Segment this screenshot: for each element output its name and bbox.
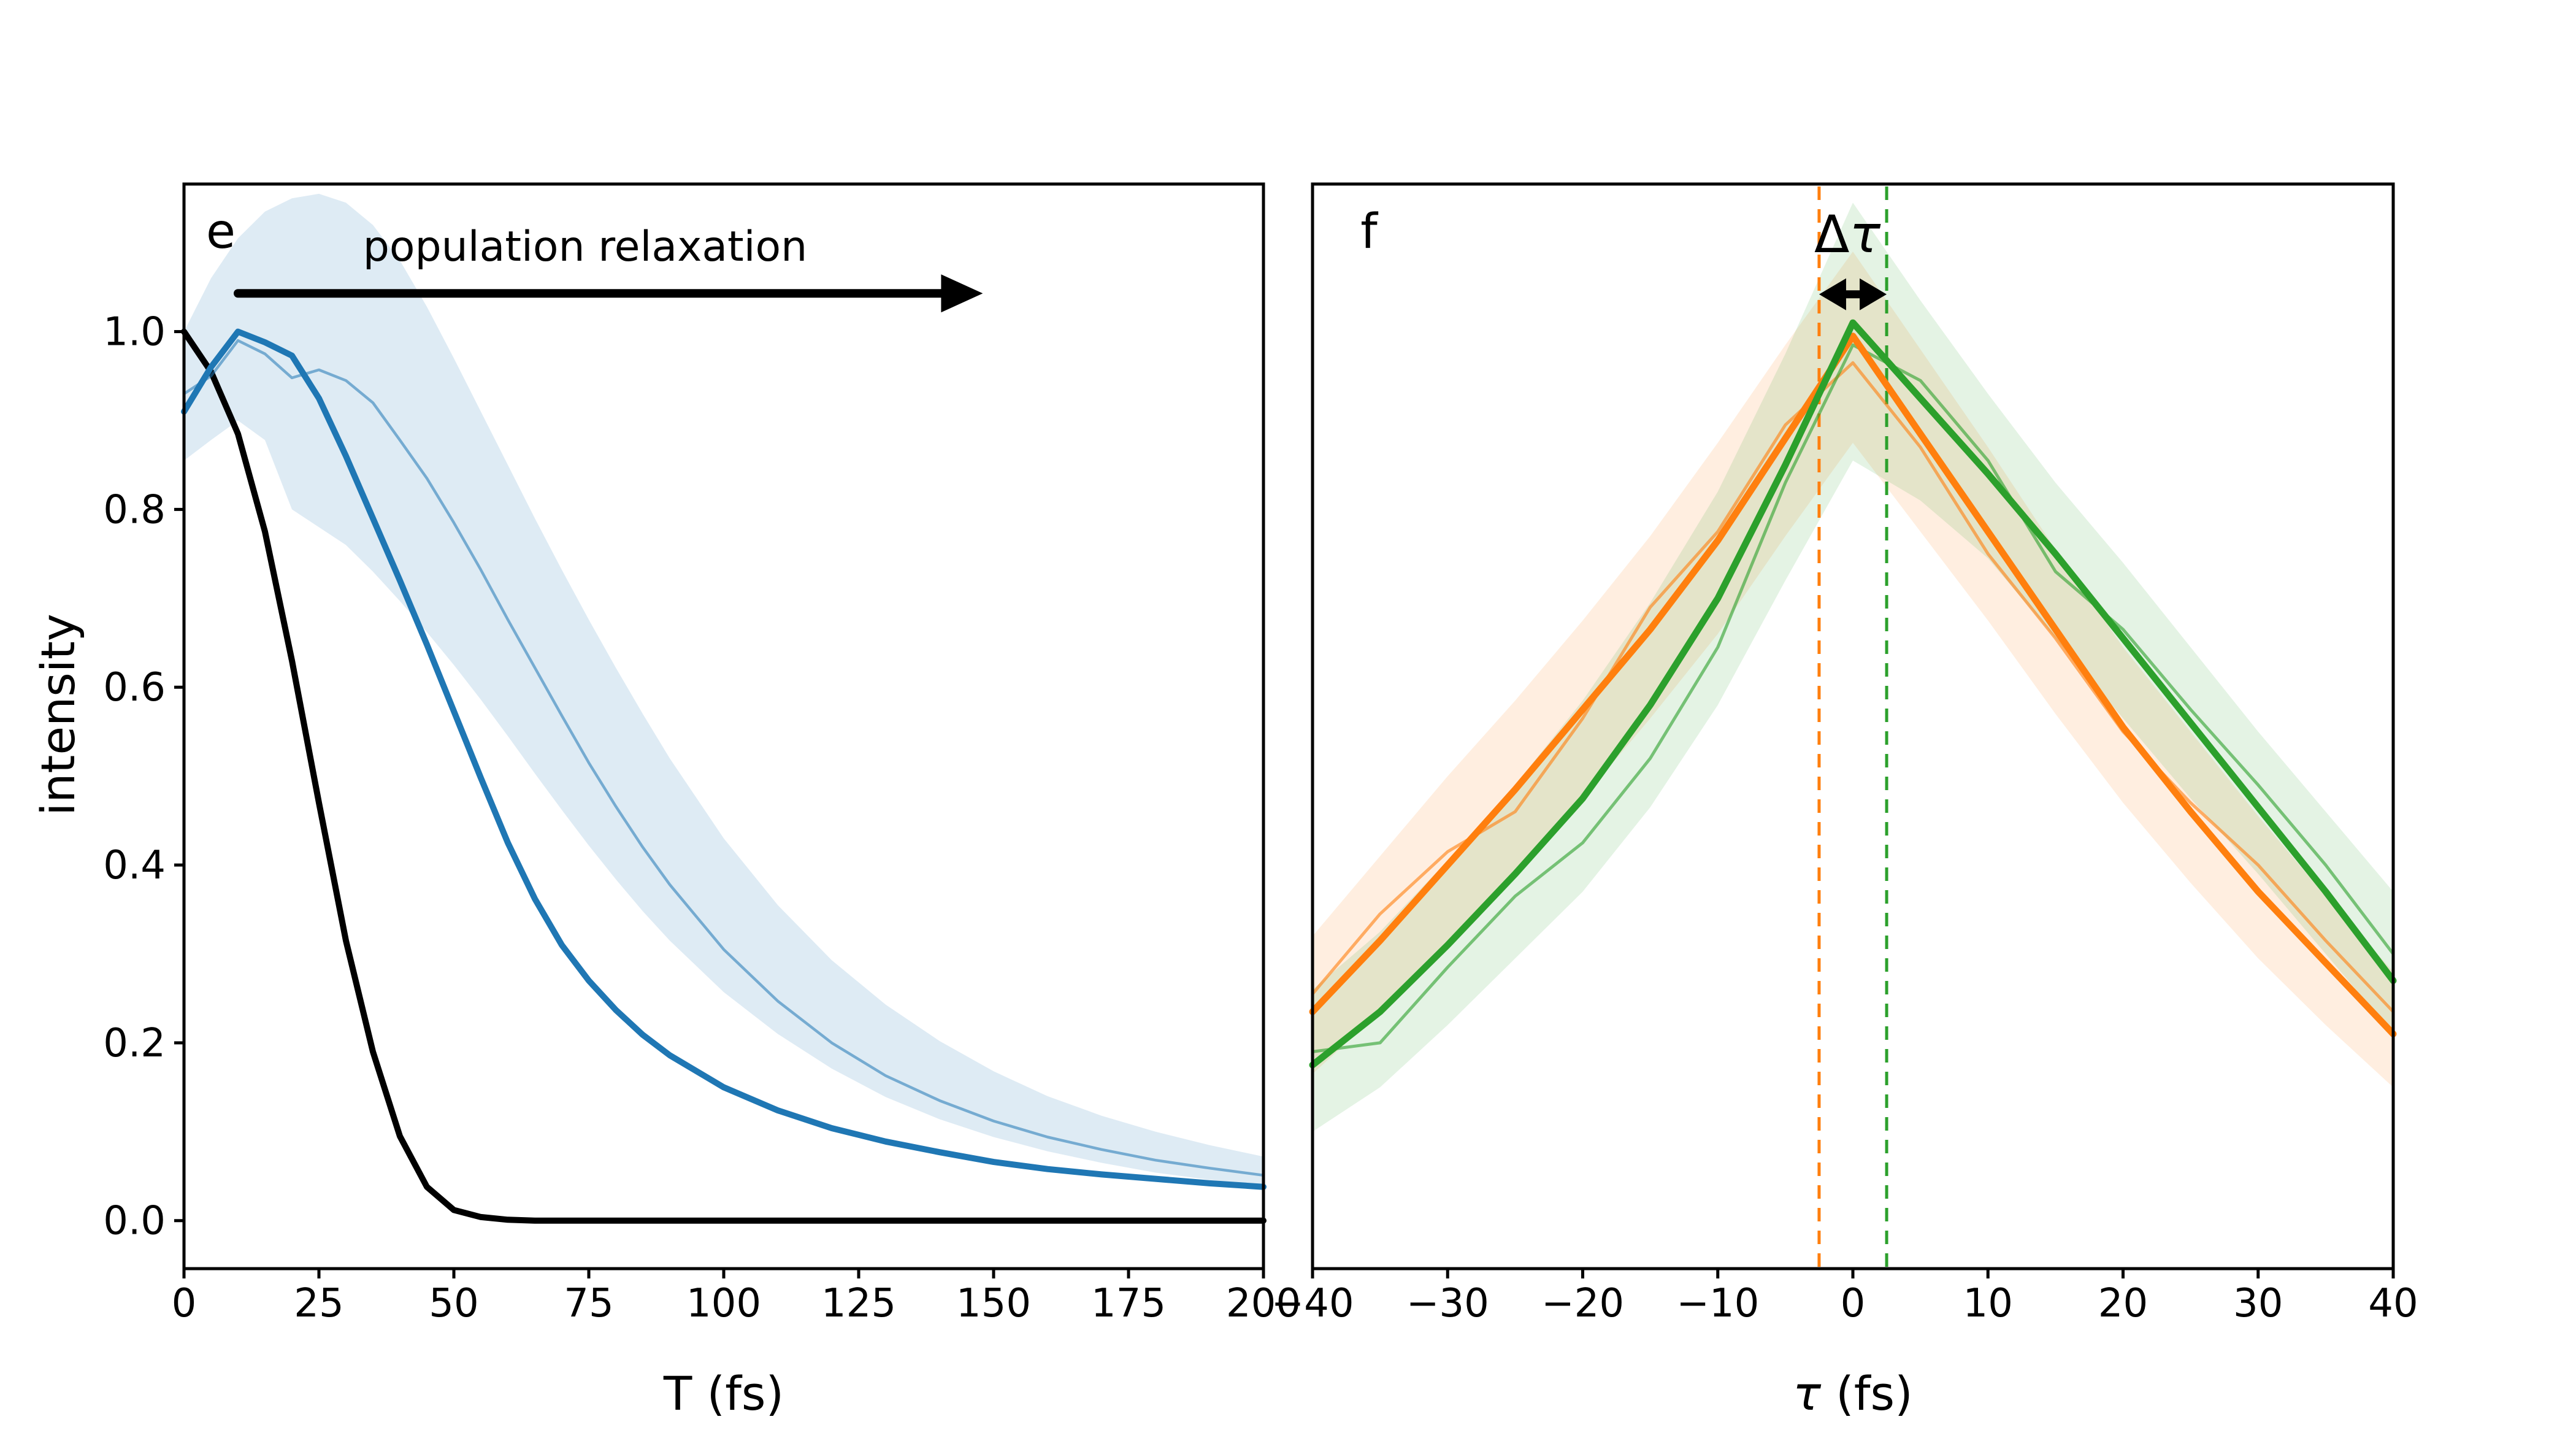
std-band-orange bbox=[1313, 252, 2393, 1088]
black-reference-trace bbox=[181, 328, 1267, 1224]
single-trace-thin-orange bbox=[1311, 361, 2395, 1013]
x-tick-label: 0 bbox=[172, 1281, 197, 1326]
mean-trace-thick-blue bbox=[181, 328, 1267, 1190]
x-tick-label: −10 bbox=[1676, 1281, 1759, 1326]
tau-axis-unit: (fs) bbox=[1820, 1366, 1913, 1421]
delta-tau-annotation: Δτ bbox=[1814, 209, 1880, 260]
std-band-green bbox=[1313, 202, 2393, 1132]
x-tick-label: 150 bbox=[956, 1281, 1031, 1326]
x-tick-label: −20 bbox=[1541, 1281, 1624, 1326]
y-tick-label: 0.0 bbox=[103, 1199, 166, 1244]
population-relaxation-arrow-head bbox=[941, 274, 983, 313]
panel-e-y-axis-label: intensity bbox=[31, 613, 85, 816]
std-band-blue bbox=[184, 193, 1263, 1186]
x-tick-label: −40 bbox=[1271, 1281, 1354, 1326]
delta-tau-arrow-left-head bbox=[1819, 278, 1846, 310]
population-relaxation-annotation: population relaxation bbox=[362, 223, 808, 271]
y-tick-label: 0.8 bbox=[103, 487, 166, 532]
y-tick-label: 1.0 bbox=[103, 310, 166, 355]
x-tick-label: 30 bbox=[2233, 1281, 2283, 1326]
single-trace-thin-green bbox=[1311, 343, 2395, 1053]
y-tick-label: 0.6 bbox=[103, 665, 166, 710]
x-tick-label: 175 bbox=[1091, 1281, 1166, 1326]
x-tick-label: −30 bbox=[1406, 1281, 1489, 1326]
delta-glyph: Δ bbox=[1814, 204, 1850, 264]
x-tick-label: 40 bbox=[2368, 1281, 2418, 1326]
x-tick-label: 125 bbox=[821, 1281, 896, 1326]
panel-e-x-axis-label: T (fs) bbox=[663, 1366, 784, 1421]
delta-tau-arrow-right-head bbox=[1860, 278, 1887, 310]
panel-f-letter: f bbox=[1360, 204, 1378, 259]
x-tick-label: 10 bbox=[1963, 1281, 2013, 1326]
y-tick-label: 0.2 bbox=[103, 1021, 166, 1066]
tau-glyph: τ bbox=[1849, 204, 1881, 264]
x-tick-label: 50 bbox=[429, 1281, 478, 1326]
tau-axis-glyph: τ bbox=[1793, 1366, 1821, 1421]
x-tick-label: 200 bbox=[1226, 1281, 1301, 1326]
y-tick-label: 0.4 bbox=[103, 843, 166, 888]
mean-trace-thick-green bbox=[1309, 319, 2397, 1069]
x-tick-label: 75 bbox=[564, 1281, 613, 1326]
x-tick-label: 25 bbox=[294, 1281, 343, 1326]
x-tick-label: 0 bbox=[1841, 1281, 1866, 1326]
mean-trace-thick-orange bbox=[1309, 332, 2397, 1037]
panel-e-letter: e bbox=[206, 204, 236, 259]
panel-f-x-axis-label: τ (fs) bbox=[1793, 1370, 1913, 1417]
single-trace-thin-blue bbox=[182, 339, 1265, 1177]
x-tick-label: 100 bbox=[686, 1281, 761, 1326]
x-tick-label: 20 bbox=[2098, 1281, 2148, 1326]
